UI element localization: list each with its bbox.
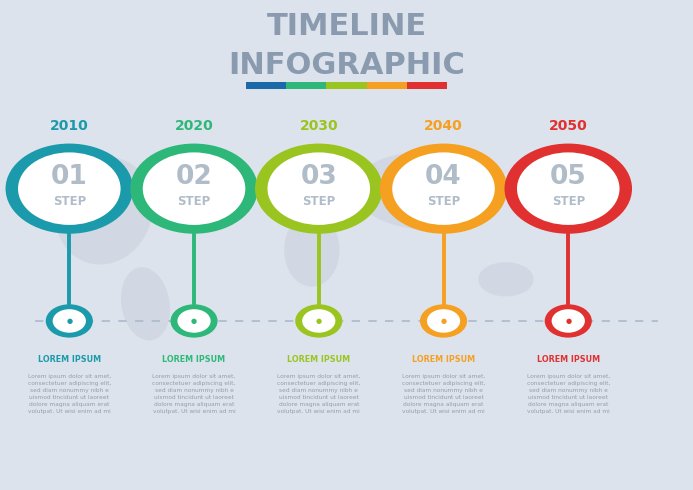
Text: ●: ● <box>441 318 446 324</box>
Text: Lorem ipsum dolor sit amet,
consectetuer adipiscing elit,
sed diam nonummy nibh : Lorem ipsum dolor sit amet, consectetuer… <box>152 374 236 414</box>
Text: ●: ● <box>67 318 72 324</box>
Circle shape <box>130 144 258 234</box>
Bar <box>367 82 407 89</box>
Text: Lorem ipsum dolor sit amet,
consectetuer adipiscing elit,
sed diam nonummy nibh : Lorem ipsum dolor sit amet, consectetuer… <box>277 374 360 414</box>
Text: LOREM IPSUM: LOREM IPSUM <box>162 355 226 364</box>
Text: 04: 04 <box>426 164 462 190</box>
Text: 01: 01 <box>51 164 88 190</box>
Text: LOREM IPSUM: LOREM IPSUM <box>412 355 475 364</box>
Bar <box>246 82 286 89</box>
Circle shape <box>420 304 467 338</box>
Text: LOREM IPSUM: LOREM IPSUM <box>287 355 351 364</box>
Circle shape <box>143 152 245 225</box>
Text: STEP: STEP <box>552 195 585 208</box>
Text: LOREM IPSUM: LOREM IPSUM <box>536 355 600 364</box>
Circle shape <box>427 309 460 333</box>
Circle shape <box>392 152 495 225</box>
Text: Lorem ipsum dolor sit amet,
consectetuer adipiscing elit,
sed diam nonummy nibh : Lorem ipsum dolor sit amet, consectetuer… <box>402 374 485 414</box>
Text: STEP: STEP <box>427 195 460 208</box>
Circle shape <box>505 144 632 234</box>
Text: 2030: 2030 <box>299 119 338 133</box>
Ellipse shape <box>274 159 322 203</box>
Circle shape <box>18 152 121 225</box>
Text: STEP: STEP <box>177 195 211 208</box>
Circle shape <box>302 309 335 333</box>
Text: Lorem ipsum dolor sit amet,
consectetuer adipiscing elit,
sed diam nonummy nibh : Lorem ipsum dolor sit amet, consectetuer… <box>527 374 610 414</box>
Circle shape <box>545 304 592 338</box>
Circle shape <box>6 144 133 234</box>
Circle shape <box>53 309 86 333</box>
Text: 2050: 2050 <box>549 119 588 133</box>
Circle shape <box>295 304 342 338</box>
Bar <box>286 82 326 89</box>
Text: 05: 05 <box>550 164 587 190</box>
Text: Lorem ipsum dolor sit amet,
consectetuer adipiscing elit,
sed diam nonummy nibh : Lorem ipsum dolor sit amet, consectetuer… <box>28 374 111 414</box>
Text: ●: ● <box>316 318 322 324</box>
Circle shape <box>255 144 383 234</box>
Circle shape <box>170 304 218 338</box>
Text: STEP: STEP <box>302 195 335 208</box>
Text: TIMELINE: TIMELINE <box>266 12 427 41</box>
Text: ●: ● <box>565 318 571 324</box>
Text: 03: 03 <box>300 164 337 190</box>
Ellipse shape <box>121 267 170 341</box>
Text: STEP: STEP <box>53 195 86 208</box>
Ellipse shape <box>353 152 506 230</box>
Circle shape <box>517 152 620 225</box>
Text: 2020: 2020 <box>175 119 213 133</box>
Bar <box>326 82 367 89</box>
Circle shape <box>380 144 507 234</box>
Circle shape <box>552 309 585 333</box>
Circle shape <box>177 309 211 333</box>
Bar <box>407 82 447 89</box>
Circle shape <box>46 304 93 338</box>
Text: LOREM IPSUM: LOREM IPSUM <box>37 355 101 364</box>
Text: ●: ● <box>191 318 197 324</box>
Text: 2010: 2010 <box>50 119 89 133</box>
Circle shape <box>267 152 370 225</box>
Text: INFOGRAPHIC: INFOGRAPHIC <box>228 51 465 80</box>
Ellipse shape <box>284 213 340 287</box>
Text: 02: 02 <box>175 164 213 190</box>
Text: 2040: 2040 <box>424 119 463 133</box>
Ellipse shape <box>478 262 534 296</box>
Ellipse shape <box>55 157 152 265</box>
